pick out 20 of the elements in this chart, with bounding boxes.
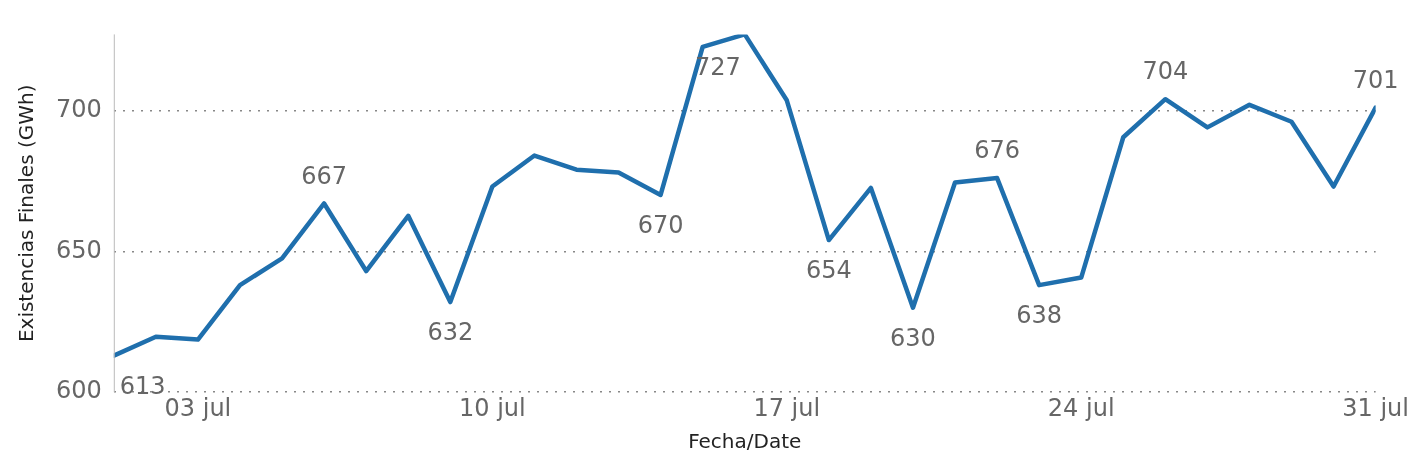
- data-label: 613: [119, 371, 166, 400]
- data-label: 632: [427, 318, 474, 347]
- x-axis-title: Fecha/Date: [688, 429, 802, 454]
- data-label: 654: [805, 256, 852, 285]
- y-tick-label: 650: [56, 235, 102, 264]
- data-label: 630: [890, 323, 936, 352]
- data-label: 667: [301, 161, 348, 190]
- y-tick-label: 700: [56, 94, 102, 123]
- data-label: 638: [1016, 301, 1063, 330]
- x-tick-label: 31 jul: [1342, 393, 1409, 422]
- x-tick-label: 10 jul: [459, 393, 526, 422]
- x-tick-label: 24 jul: [1047, 393, 1115, 422]
- y-axis-title: Existencias Finales (GWh): [14, 84, 39, 343]
- data-label: 670: [637, 211, 684, 240]
- data-label: 676: [974, 136, 1020, 165]
- data-label: 701: [1352, 65, 1399, 94]
- y-tick-label: 600: [56, 376, 102, 405]
- x-tick-label: 17 jul: [753, 393, 821, 422]
- x-tick-label: 03 jul: [164, 393, 232, 422]
- data-label: 704: [1142, 57, 1189, 86]
